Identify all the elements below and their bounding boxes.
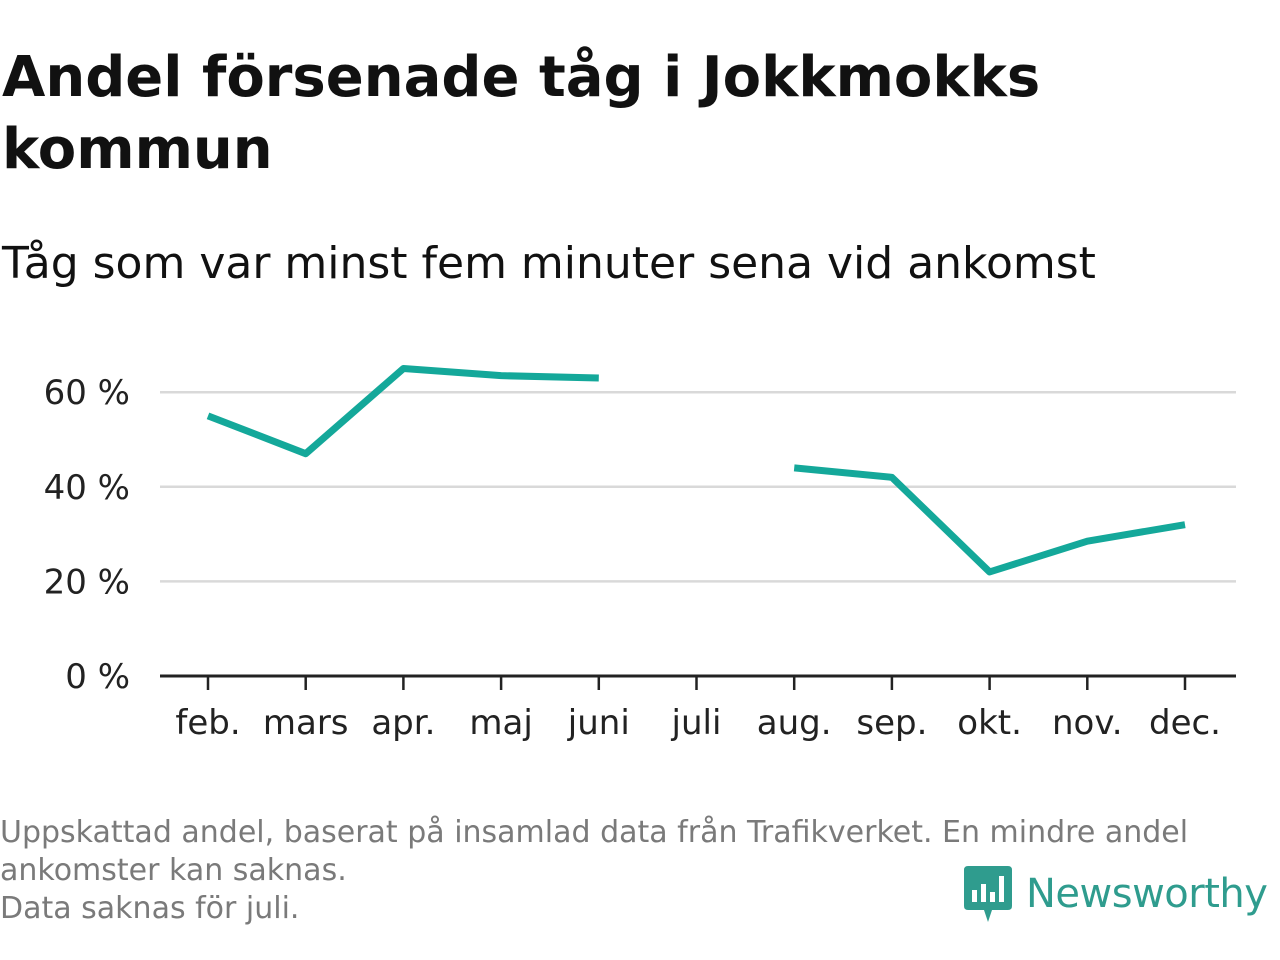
y-tick-label: 60 %: [44, 373, 130, 413]
data-point: [205, 412, 212, 419]
x-tick-label: dec.: [1149, 703, 1221, 743]
data-point: [498, 372, 505, 379]
footnote-line-1: Uppskattad andel, baserat på insamlad da…: [0, 815, 1189, 850]
line-chart: 0 % 20 % 40 % 60 % feb. mars apr. maj juni juli au…: [44, 365, 1236, 743]
chart-subtitle: Tåg som var minst fem minuter sena vid a…: [2, 238, 1096, 289]
newsworthy-logo-icon: [964, 866, 1012, 922]
data-point: [595, 375, 602, 382]
data-point: [888, 474, 895, 481]
x-tick-label: apr.: [371, 703, 435, 743]
y-tick-label: 40 %: [44, 468, 130, 508]
x-tick-label: aug.: [757, 703, 832, 743]
footnote: Uppskattad andel, baserat på insamlad da…: [0, 814, 1270, 928]
x-tick-label: sep.: [856, 703, 927, 743]
y-tick-label: 0 %: [65, 657, 130, 697]
footnote-line-2: ankomster kan saknas.: [0, 853, 347, 888]
data-point: [1182, 521, 1189, 528]
data-point: [302, 450, 309, 457]
data-point: [791, 464, 798, 471]
x-tick-label: maj: [469, 703, 532, 743]
y-tick-label: 20 %: [44, 562, 130, 602]
x-tick-label: juli: [671, 703, 722, 743]
newsworthy-logo: Newsworthy: [962, 862, 1268, 926]
x-tick-label: juni: [567, 703, 630, 743]
series-line: [206, 365, 599, 458]
data-point: [1084, 538, 1091, 545]
x-tick-label: okt.: [957, 703, 1022, 743]
x-tick-label: mars: [263, 703, 349, 743]
data-point: [400, 365, 407, 372]
brand-name: Newsworthy: [1026, 871, 1268, 917]
x-tick-label: feb.: [175, 703, 240, 743]
chart-title: Andel försenade tåg i Jokkmokks kommun: [2, 45, 1041, 182]
footnote-line-3: Data saknas för juli.: [0, 891, 300, 926]
series-line: [793, 464, 1186, 576]
x-tick-label: nov.: [1052, 703, 1123, 743]
data-point: [986, 568, 993, 575]
